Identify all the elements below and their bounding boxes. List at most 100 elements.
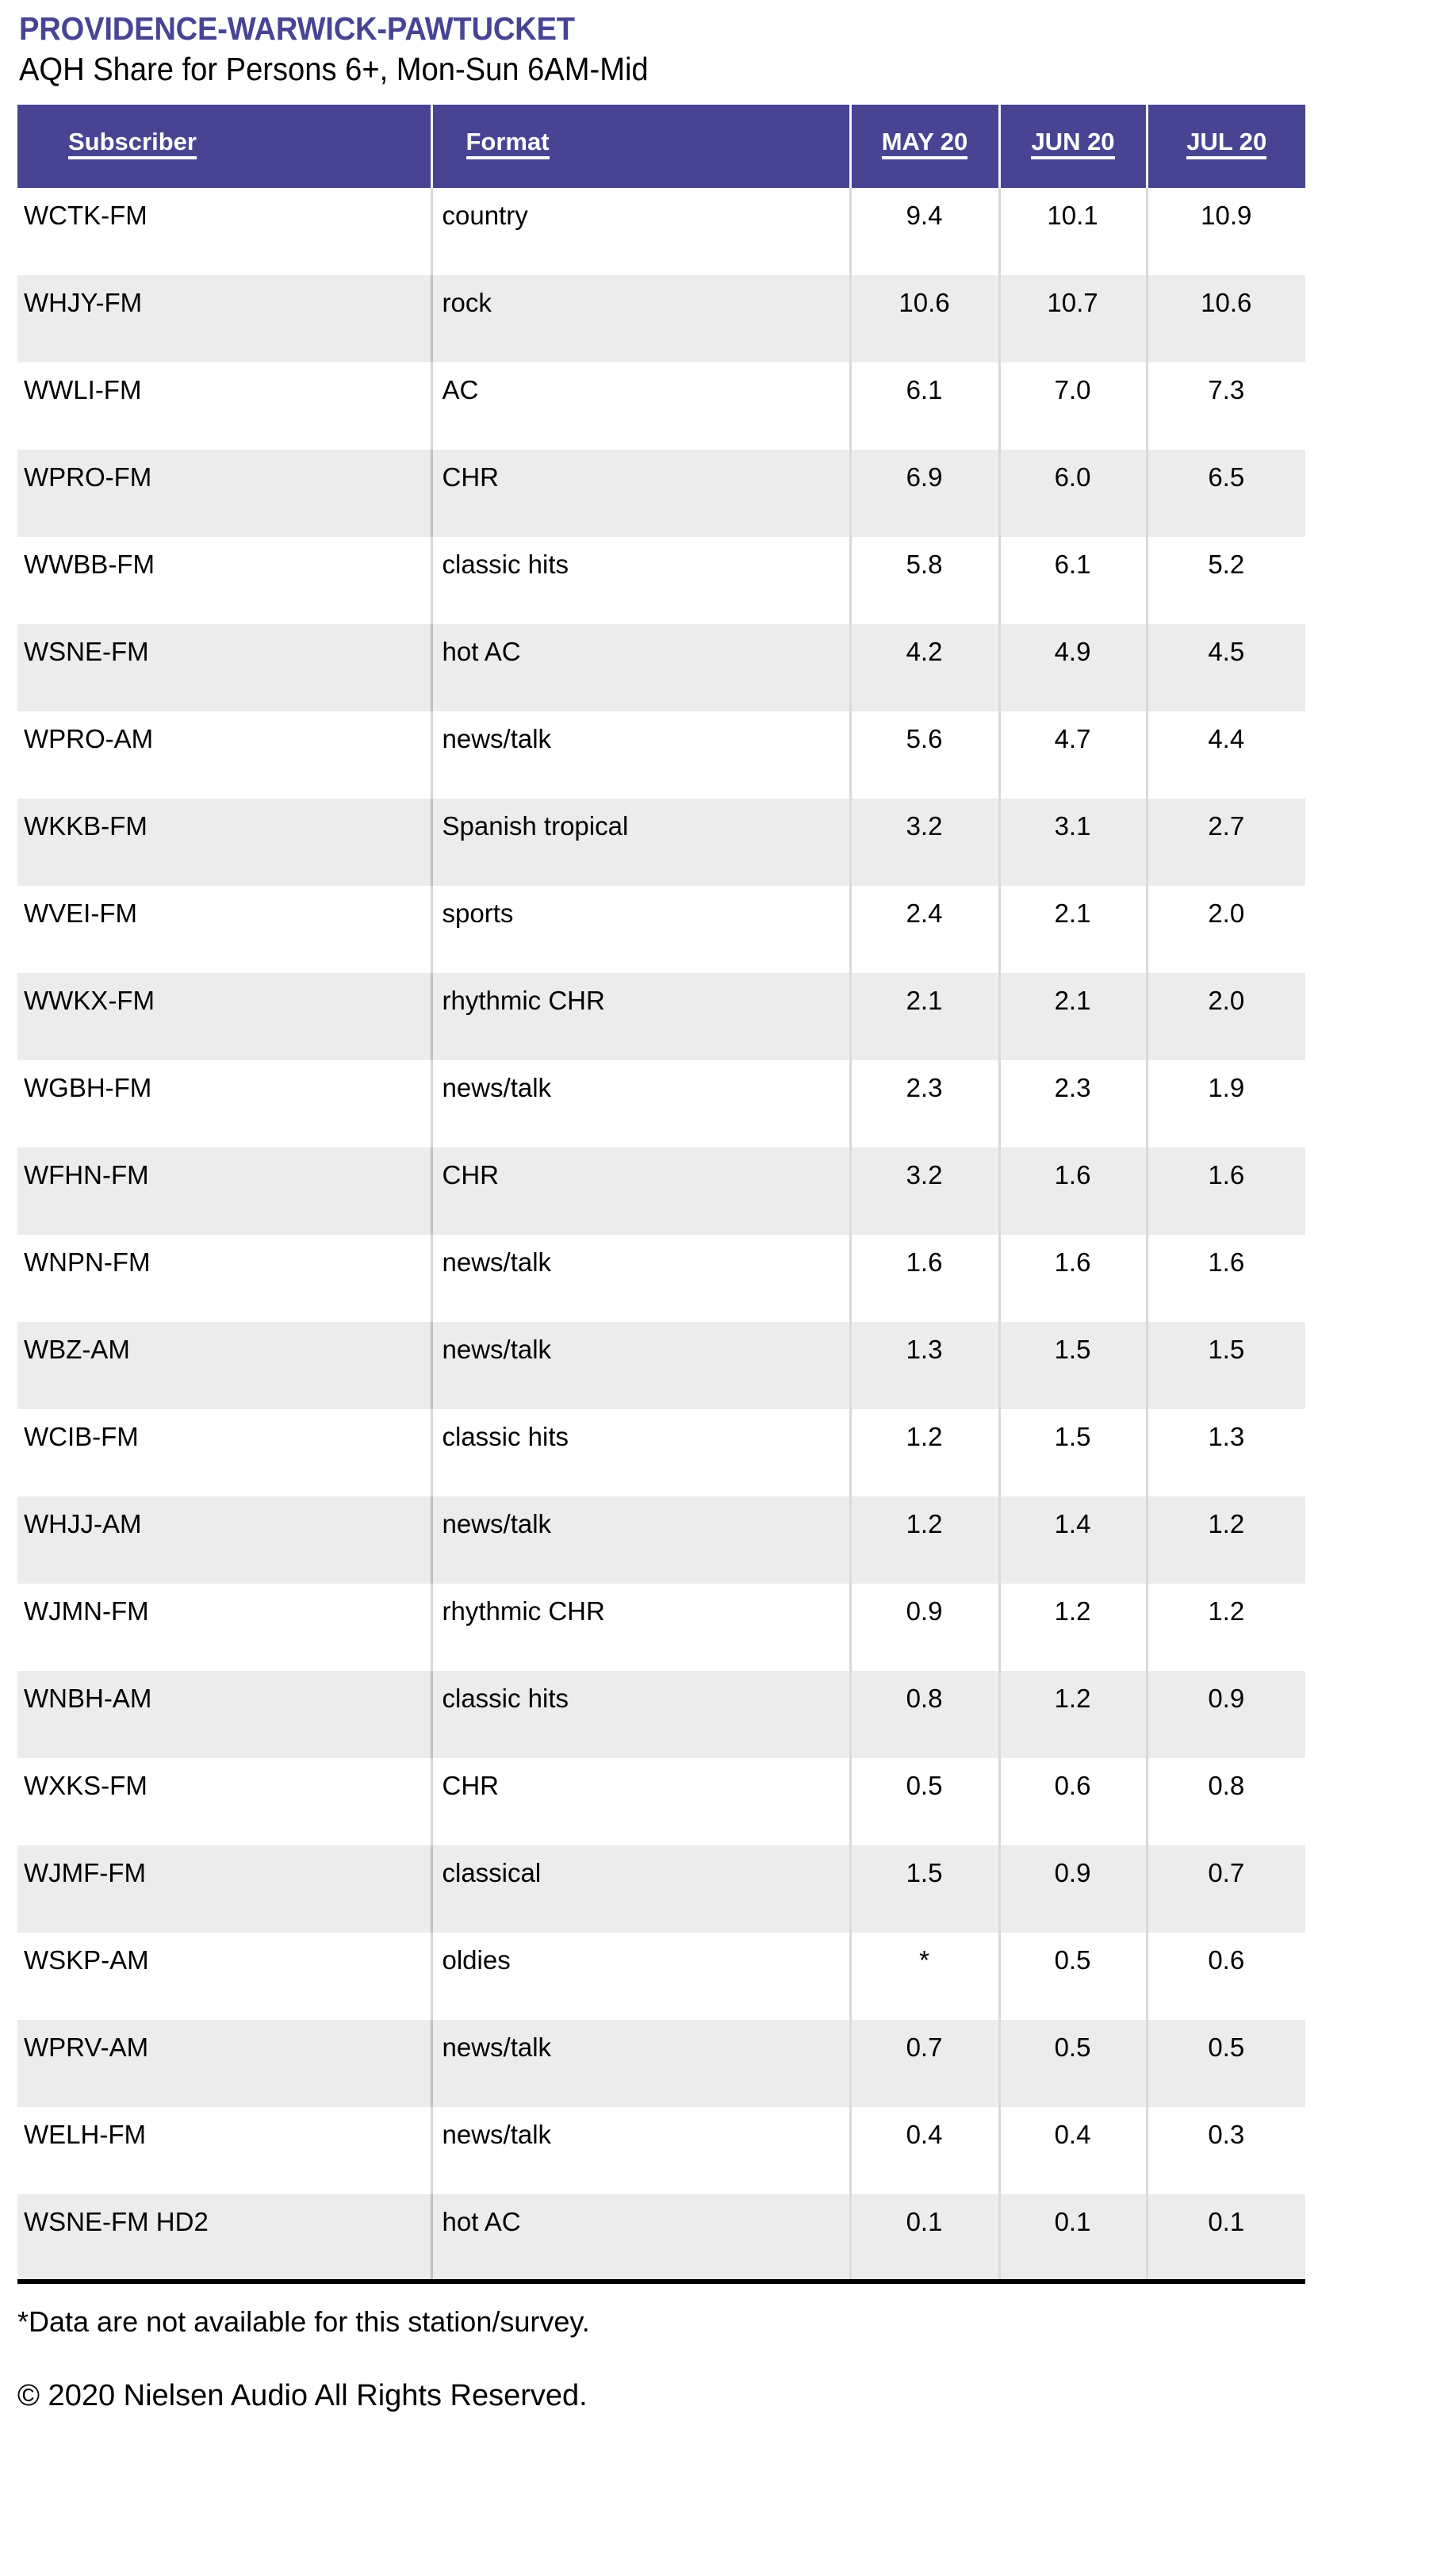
cell-format: rock (431, 275, 852, 363)
table-row: WSNE-FM hot AC 4.2 4.9 4.5 (17, 624, 1305, 712)
cell-subscriber: WVEI-FM (17, 886, 433, 974)
cell-jun20: 4.7 (999, 711, 1148, 799)
cell-may20: * (850, 1933, 1001, 2021)
cell-jul20: 1.6 (1147, 1235, 1305, 1323)
cell-subscriber: WWBB-FM (17, 537, 433, 625)
ratings-table: Subscriber Format MAY 20 JUN 20 JUL 20 (17, 105, 1305, 2285)
cell-subscriber: WXKS-FM (17, 1758, 433, 1846)
cell-may20: 6.1 (850, 362, 1001, 450)
cell-jun20: 1.6 (999, 1147, 1148, 1236)
footnotes: *Data are not available for this station… (17, 2305, 1456, 2415)
cell-may20: 4.2 (850, 624, 1001, 712)
cell-format: CHR (431, 450, 852, 538)
table-row: WELH-FM news/talk 0.4 0.4 0.3 (17, 2107, 1305, 2195)
cell-format: news/talk (431, 711, 852, 799)
cell-format: CHR (431, 1758, 852, 1846)
cell-subscriber: WPRO-AM (17, 711, 433, 799)
asterisk-footnote: *Data are not available for this station… (17, 2305, 590, 2339)
cell-may20: 1.5 (850, 1845, 1001, 1933)
cell-jul20: 7.3 (1147, 362, 1305, 450)
cell-format: oldies (431, 1933, 852, 2021)
cell-jun20: 0.5 (999, 2020, 1148, 2108)
table-row: WWLI-FM AC 6.1 7.0 7.3 (17, 362, 1305, 450)
cell-may20: 3.2 (850, 799, 1001, 887)
cell-format: news/talk (431, 1060, 852, 1148)
table-row: WNPN-FM news/talk 1.6 1.6 1.6 (17, 1235, 1305, 1323)
column-header-format-label: Format (466, 129, 550, 160)
cell-subscriber: WHJJ-AM (17, 1496, 433, 1584)
cell-format: news/talk (431, 1235, 852, 1323)
cell-jul20: 0.8 (1147, 1758, 1305, 1846)
cell-subscriber: WPRV-AM (17, 2020, 433, 2108)
cell-format: hot AC (431, 624, 852, 712)
cell-subscriber: WHJY-FM (17, 275, 433, 363)
table-row: WPRO-FM CHR 6.9 6.0 6.5 (17, 450, 1305, 538)
cell-format: sports (431, 886, 852, 974)
cell-jun20: 6.0 (999, 450, 1148, 538)
cell-jul20: 6.5 (1147, 450, 1305, 538)
cell-jul20: 1.2 (1147, 1496, 1305, 1584)
cell-format: news/talk (431, 2107, 852, 2195)
cell-jun20: 1.5 (999, 1409, 1148, 1497)
cell-subscriber: WSNE-FM (17, 624, 433, 712)
cell-may20: 0.8 (850, 1671, 1001, 1759)
column-header-may20[interactable]: MAY 20 (850, 105, 1001, 189)
cell-jun20: 0.4 (999, 2107, 1148, 2195)
cell-jul20: 4.5 (1147, 624, 1305, 712)
cell-jun20: 0.6 (999, 1758, 1148, 1846)
cell-may20: 2.3 (850, 1060, 1001, 1148)
cell-jun20: 0.1 (999, 2194, 1148, 2282)
table-row: WBZ-AM news/talk 1.3 1.5 1.5 (17, 1322, 1305, 1410)
cell-format: classic hits (431, 537, 852, 625)
cell-jun20: 1.6 (999, 1235, 1148, 1323)
cell-jul20: 0.9 (1147, 1671, 1305, 1759)
cell-subscriber: WPRO-FM (17, 450, 433, 538)
cell-subscriber: WSNE-FM HD2 (17, 2194, 433, 2282)
cell-subscriber: WNPN-FM (17, 1235, 433, 1323)
cell-jun20: 1.2 (999, 1671, 1148, 1759)
cell-may20: 0.9 (850, 1584, 1001, 1672)
cell-jun20: 6.1 (999, 537, 1148, 625)
report-header: PROVIDENCE-WARWICK-PAWTUCKET AQH Share f… (0, 0, 1456, 89)
column-header-jun20[interactable]: JUN 20 (999, 105, 1148, 189)
cell-format: CHR (431, 1147, 852, 1236)
column-header-jul20[interactable]: JUL 20 (1147, 105, 1305, 189)
cell-jul20: 0.7 (1147, 1845, 1305, 1933)
table-row: WPRV-AM news/talk 0.7 0.5 0.5 (17, 2020, 1305, 2108)
table-row: WSNE-FM HD2 hot AC 0.1 0.1 0.1 (17, 2194, 1305, 2282)
ratings-table-container: Subscriber Format MAY 20 JUN 20 JUL 20 (17, 105, 1305, 2285)
table-row: WJMN-FM rhythmic CHR 0.9 1.2 1.2 (17, 1584, 1305, 1672)
cell-jun20: 10.7 (999, 275, 1148, 363)
market-title: PROVIDENCE-WARWICK-PAWTUCKET (19, 10, 575, 47)
survey-subtitle: AQH Share for Persons 6+, Mon-Sun 6AM-Mi… (19, 51, 649, 88)
cell-jun20: 2.3 (999, 1060, 1148, 1148)
cell-jun20: 3.1 (999, 799, 1148, 887)
cell-jun20: 1.2 (999, 1584, 1148, 1672)
cell-format: AC (431, 362, 852, 450)
cell-may20: 5.8 (850, 537, 1001, 625)
table-row: WGBH-FM news/talk 2.3 2.3 1.9 (17, 1060, 1305, 1148)
column-header-format[interactable]: Format (431, 105, 852, 189)
cell-jul20: 10.6 (1147, 275, 1305, 363)
table-row: WHJJ-AM news/talk 1.2 1.4 1.2 (17, 1496, 1305, 1584)
column-header-subscriber[interactable]: Subscriber (17, 105, 433, 189)
cell-jul20: 1.3 (1147, 1409, 1305, 1497)
cell-format: country (431, 188, 852, 276)
cell-format: classic hits (431, 1409, 852, 1497)
table-row: WVEI-FM sports 2.4 2.1 2.0 (17, 886, 1305, 974)
cell-jun20: 0.5 (999, 1933, 1148, 2021)
cell-format: news/talk (431, 1322, 852, 1410)
cell-may20: 6.9 (850, 450, 1001, 538)
cell-may20: 1.2 (850, 1409, 1001, 1497)
table-header: Subscriber Format MAY 20 JUN 20 JUL 20 (17, 105, 1305, 189)
table-row: WHJY-FM rock 10.6 10.7 10.6 (17, 275, 1305, 363)
cell-subscriber: WFHN-FM (17, 1147, 433, 1236)
cell-subscriber: WWLI-FM (17, 362, 433, 450)
table-row: WWBB-FM classic hits 5.8 6.1 5.2 (17, 537, 1305, 625)
cell-may20: 1.6 (850, 1235, 1001, 1323)
cell-jun20: 10.1 (999, 188, 1148, 276)
cell-jul20: 4.4 (1147, 711, 1305, 799)
cell-subscriber: WKKB-FM (17, 799, 433, 887)
cell-jun20: 7.0 (999, 362, 1148, 450)
